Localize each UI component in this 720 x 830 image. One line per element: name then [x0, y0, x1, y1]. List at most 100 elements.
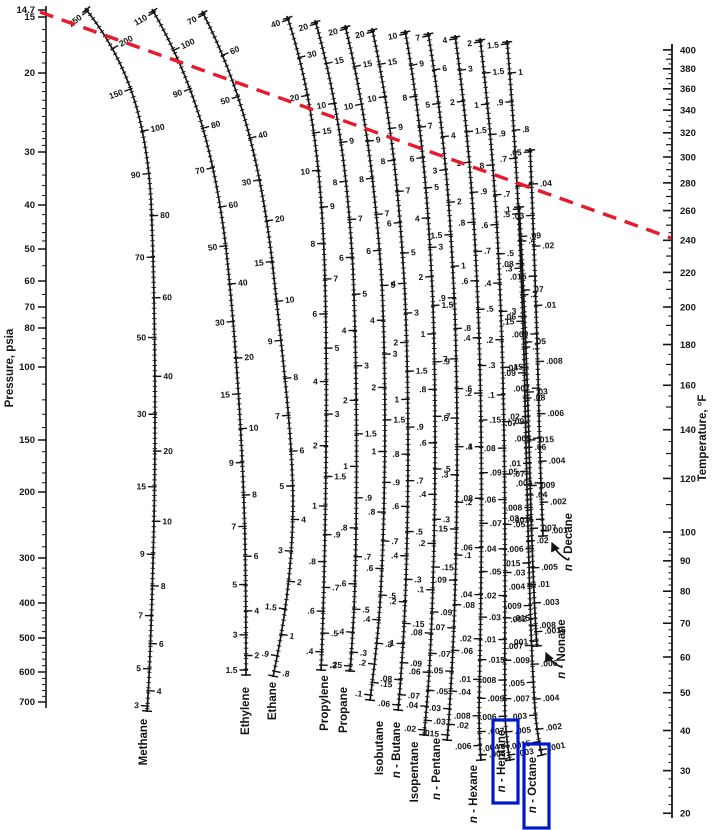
scale-tick-label: 15 — [220, 389, 230, 400]
scale-tick — [500, 43, 510, 46]
scale-tick-label: 3 — [467, 63, 473, 74]
scale-tick — [532, 698, 541, 700]
scale-tick-label: .8 — [309, 556, 317, 566]
temperature-tick-label: 100 — [680, 527, 696, 538]
scale-tick-label: .02 — [485, 590, 497, 600]
scale-tick-label: 1 — [518, 67, 524, 77]
scale-tick-label: .7 — [364, 552, 372, 562]
scale-tick-label: 4 — [254, 606, 259, 616]
scale-tick — [467, 221, 476, 224]
scale-tick-label: .001 — [548, 740, 567, 753]
scale-tick-label: 15 — [321, 125, 332, 136]
scale-tick-label: .2 — [486, 335, 494, 345]
callout-arrow-n-nonane — [544, 651, 562, 668]
temperature-tick-label: 340 — [680, 106, 696, 117]
scale-tick — [281, 414, 291, 417]
scale-tick-label: 2 — [393, 337, 398, 347]
scale-tick-label: 20 — [297, 21, 309, 33]
scale-tick — [370, 681, 379, 684]
scale-tick-label: 60 — [162, 292, 172, 302]
scale-tick-label: .09 — [410, 658, 423, 669]
scale-tick-label: .09 — [512, 416, 524, 426]
scale-isopentane: 10987654321.51.9.8.7.6.5.4.3.2.15.1.09.0… — [387, 29, 454, 802]
scale-name-methane: Methane — [138, 719, 150, 766]
scale-tick-label: 4 — [157, 686, 163, 696]
scale-tick-label: .04 — [459, 686, 472, 697]
scale-tick-label: .09 — [529, 230, 542, 241]
scale-tick-label: .3 — [385, 639, 393, 650]
scale-tick-label: 5 — [362, 289, 367, 299]
scale-tick-label: .3 — [509, 306, 517, 316]
scale-tick-label: .005 — [541, 562, 558, 573]
scale-ethylene: 110 100 90 80 70 60 50 40 30 20 15 10 9 8 7 6 5 4 3 2 1.5 Eth… — [132, 7, 259, 735]
scale-tick — [507, 71, 517, 74]
scale-tick — [422, 671, 432, 674]
scale-tick-label: .9 — [443, 356, 451, 366]
scale-tick — [319, 205, 329, 208]
scale-tick — [345, 256, 355, 259]
scale-tick — [352, 64, 361, 68]
scale-tick — [488, 133, 497, 136]
scale-propylene: 4030201510987654321.51.9.8.7.6.5.4.3Prop… — [270, 15, 346, 731]
scale-name-n-octane: n - Octane — [527, 757, 539, 813]
scale-tick-label: 1.5 — [492, 66, 505, 77]
scale-tick — [367, 662, 377, 666]
scale-tick-label: .8 — [419, 384, 426, 394]
scale-tick — [528, 714, 538, 717]
scale-tick — [387, 159, 396, 162]
scale-tick-label: .007 — [506, 641, 523, 652]
temperature-tick-label: 90 — [680, 556, 691, 567]
scale-tick-label: .06 — [461, 542, 473, 552]
temperature-tick-label: 50 — [680, 688, 691, 699]
scale-tick — [374, 213, 383, 216]
scale-tick-label: 15 — [333, 54, 345, 66]
scale-isobutane: 201510987654321.51.9.8.7.6.5.4.3.2.15.1I… — [327, 24, 405, 775]
scale-tick-label: .001 — [511, 636, 528, 647]
temperature-tick-label: 400 — [680, 45, 696, 56]
scale-tick-label: 5 — [136, 663, 141, 673]
pressure-tick-label: 70 — [24, 302, 35, 313]
scale-tick-label: .1 — [488, 390, 496, 400]
scale-tick-label: .009 — [488, 693, 505, 703]
scale-tick-label: 6 — [299, 445, 305, 455]
scale-tick-label: 30 — [137, 409, 147, 419]
scale-tick-label: 20 — [163, 446, 173, 456]
scale-tick-label: 3 — [432, 165, 438, 175]
scale-tick-label: 100 — [179, 36, 196, 51]
scale-tick-label: .009 — [512, 329, 529, 339]
scale-n-nonane: .1 .09 .08 .07 .06 .05 .04 .03 .02 .015 .01 .009 .00… — [502, 204, 568, 678]
pressure-tick-label: 500 — [19, 633, 35, 644]
scale-tick-label: 1 — [420, 329, 425, 339]
scale-tick-label: 4 — [370, 315, 375, 325]
scale-tick-label: 2 — [467, 38, 473, 49]
scale-tick — [311, 169, 321, 172]
scale-tick-label: .15 — [380, 678, 393, 689]
scale-tick-label: .02 — [508, 411, 520, 421]
scale-tick-label: .9 — [393, 477, 401, 487]
scale-tick-label: .003 — [543, 596, 560, 607]
scale-tick — [206, 166, 215, 170]
scale-tick-label: .03 — [512, 211, 524, 221]
scale-curve-propylene — [286, 15, 328, 672]
temperature-tick-label: 180 — [680, 340, 696, 351]
scale-tick — [220, 52, 229, 57]
scale-tick-label: 70 — [185, 14, 198, 27]
scale-tick-label: 20 — [354, 29, 366, 41]
scale-tick-label: .03 — [489, 612, 501, 622]
pressure-tick-label: 600 — [19, 667, 35, 678]
scale-tick-label: 1 — [372, 446, 377, 456]
scale-tick-label: .002 — [550, 496, 567, 507]
scale-tick — [282, 376, 292, 380]
scale-tick — [339, 27, 349, 32]
scale-tick-label: .07 — [490, 518, 502, 528]
scale-tick-label: .006 — [480, 711, 497, 722]
scale-tick-label: .9 — [438, 293, 446, 303]
scale-tick-label: 15 — [387, 56, 398, 68]
scale-tick — [399, 32, 408, 36]
scale-tick — [183, 87, 193, 92]
scale-tick-label: 70 — [194, 164, 206, 176]
scale-tick — [444, 233, 453, 236]
scale-tick-label: 110 — [132, 12, 149, 28]
scale-tick — [446, 723, 456, 726]
scale-tick-label: 4 — [342, 325, 347, 335]
